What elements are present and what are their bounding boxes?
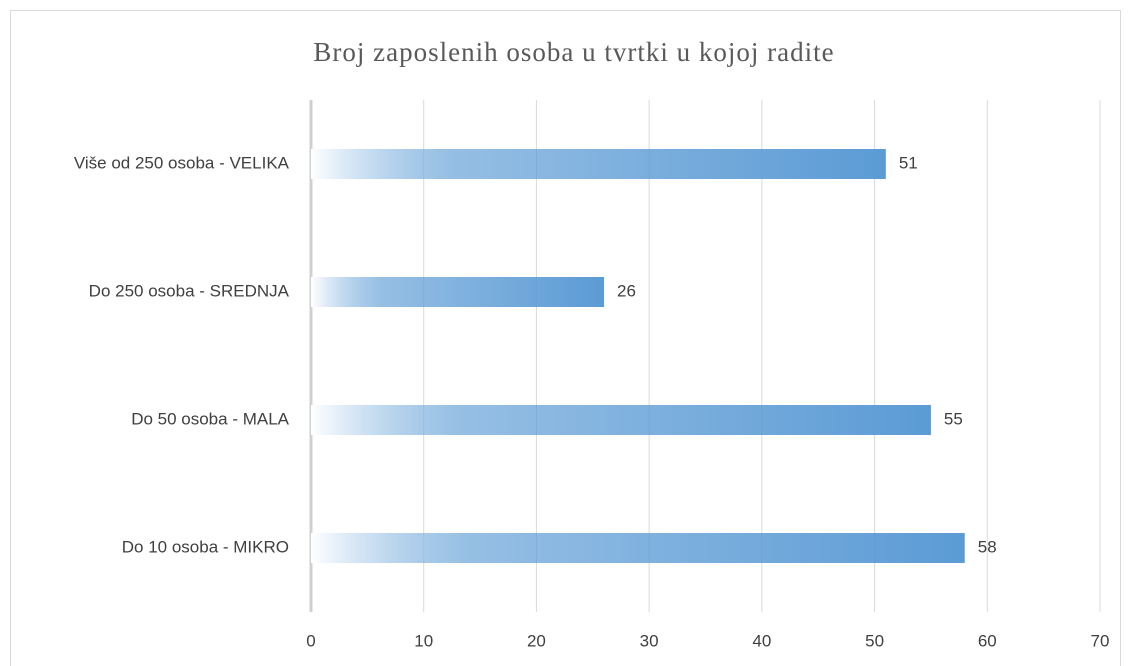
y-tick-label: Više od 250 osoba - VELIKA [74, 153, 290, 172]
y-tick-label: Do 10 osoba - MIKRO [122, 537, 289, 556]
y-tick-label: Do 250 osoba - SREDNJA [89, 281, 290, 300]
chart-border [10, 10, 1121, 666]
x-tick-label: 10 [414, 631, 433, 650]
value-label: 26 [617, 281, 636, 300]
x-tick-label: 70 [1091, 631, 1110, 650]
bar [311, 149, 886, 179]
x-tick-label: 0 [306, 631, 315, 650]
bar [311, 277, 605, 307]
chart-title: Broj zaposlenih osoba u tvrtki u kojoj r… [313, 37, 834, 67]
x-tick-label: 60 [978, 631, 997, 650]
y-tick-label: Do 50 osoba - MALA [131, 409, 289, 428]
value-label: 51 [899, 153, 918, 172]
value-label: 55 [944, 409, 963, 428]
x-tick-label: 50 [865, 631, 884, 650]
value-label: 58 [978, 537, 997, 556]
bar [311, 533, 965, 563]
bar [311, 405, 931, 435]
x-tick-label: 20 [527, 631, 546, 650]
x-tick-label: 30 [640, 631, 659, 650]
x-tick-label: 40 [752, 631, 771, 650]
